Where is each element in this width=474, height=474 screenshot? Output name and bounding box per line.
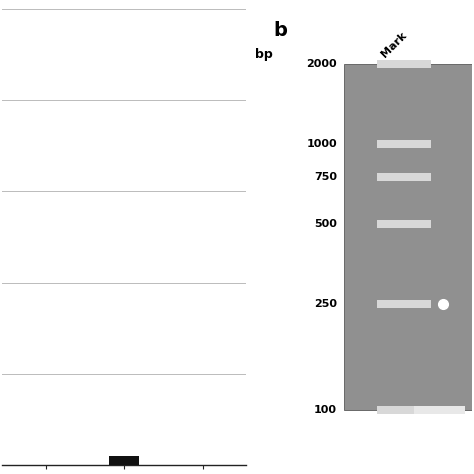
Bar [377, 60, 430, 68]
Text: b: b [273, 21, 287, 40]
Bar [377, 300, 430, 308]
Text: 100: 100 [314, 405, 337, 415]
Text: 250: 250 [314, 299, 337, 309]
Text: bp: bp [255, 48, 273, 62]
Bar [377, 140, 430, 148]
Bar [344, 64, 472, 410]
Text: 1000: 1000 [306, 139, 337, 149]
Text: 500: 500 [314, 219, 337, 229]
Bar [377, 406, 430, 414]
Bar [109, 456, 139, 465]
Bar [377, 173, 430, 182]
Text: Mark: Mark [380, 30, 409, 60]
Bar [414, 406, 465, 414]
Bar [377, 220, 430, 228]
Text: 2000: 2000 [306, 59, 337, 69]
Text: 750: 750 [314, 173, 337, 182]
